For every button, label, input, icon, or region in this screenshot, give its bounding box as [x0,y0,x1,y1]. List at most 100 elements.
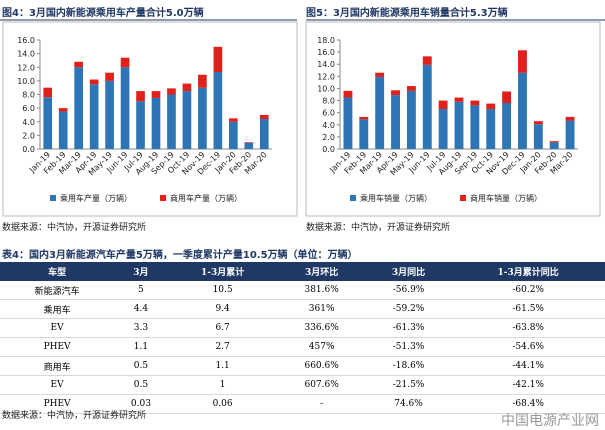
cell: 0.5 [114,375,168,395]
y-tick-label: 0.0 [322,145,335,154]
cell: 660.6% [277,356,366,376]
bar-segment [375,72,385,77]
bar-segment [120,57,130,68]
bar-segment [58,108,68,112]
y-tick-label: 8.0 [22,91,35,100]
bar-segment [259,119,269,149]
cell: -44.1% [451,356,605,376]
y-tick-label: 6.0 [322,109,335,118]
bar-segment [136,101,145,149]
bar-segment [549,141,559,143]
bar-segment [182,91,192,149]
panel [305,21,601,217]
cell: 361% [277,299,366,319]
bar-segment [89,79,99,85]
cell: -60.2% [451,281,605,300]
source: 数据来源：中汽协，开源证券研究所 [2,223,147,233]
watermark: 中国电源产业网 [501,413,599,429]
y-tick-label: 4.0 [322,121,335,130]
cell: -61.5% [451,299,605,319]
source: 数据来源：中汽协，开源证券研究所 [306,223,451,233]
bar-segment [533,121,543,125]
bar-segment [549,142,559,149]
bar-segment [486,109,496,149]
cell: -59.2% [365,299,452,319]
cell: 457% [277,337,366,357]
y-tick-label: 8.0 [322,97,335,106]
y-tick-label: 18.0 [317,36,335,45]
panel [2,21,298,217]
row: PHEV 0.03 0.06-74.6% -68.4% [0,394,605,414]
bar-segment [43,97,53,149]
bar-segment [391,90,400,96]
bar-segment [518,72,527,149]
row: 商用车 0.5 1.1 660.6% -18.6% -44.1% [0,356,605,376]
cell: -56.9% [365,281,452,300]
bar-segment [43,87,53,98]
charts: 0.02.04.06.08.010.012.014.016.0Jan-19Feb… [0,19,605,217]
y-tick-label: 10.0 [317,84,335,93]
bar-segment [136,91,145,102]
header-cell: 1-3月累计同比 [451,262,605,281]
legend-swatch [460,195,466,201]
bar-segment [213,46,223,73]
header-cell: 3月同比 [365,262,452,281]
cell: 新能源汽车 [0,281,115,300]
bar-segment [518,50,527,73]
bar-segment [74,67,83,149]
y-tick-label: 4.0 [22,118,35,127]
cell: -63.8% [451,318,605,338]
bar-segment [470,100,480,106]
bar-segment [343,97,353,149]
row: 新能源汽车 5 10.5 381.6% -56.9% -60.2% [0,281,605,300]
cell: 0.5 [114,356,168,376]
y-tick-label: 16.0 [317,48,335,57]
y-tick-label: 2.0 [22,131,35,140]
cell: 1 [167,375,278,395]
bar-segment [422,64,432,149]
cell: 6.7 [167,318,278,338]
cell: PHEV [0,394,115,414]
cell: -68.4% [451,394,605,414]
row: EV 0.5 1 607.6% -21.5% -42.1% [0,375,605,395]
chart-title: 图4：3月国内新能源乘用车产量合计5.0万辆 [2,8,204,19]
cell: 1.1 [114,337,168,357]
cell: -21.5% [365,375,452,395]
y-tick-label: 0.0 [22,145,35,154]
cell: 乘用车 [0,299,115,319]
bar-segment [244,142,254,149]
cell: PHEV [0,337,115,357]
y-tick-label: 10.0 [17,77,35,86]
row: EV 3.3 6.7 336.6% -61.3% -63.8% [0,318,605,338]
cell: EV [0,318,115,338]
chart-title: 图5：3月国内新能源乘用车销量合计5.3万辆 [306,8,508,19]
bar-segment [151,97,161,149]
bar-segment [105,80,114,149]
bar-segment [167,88,176,95]
y-tick-label: 12.0 [17,63,35,72]
table: 车型 3月 1-3月累计 3月环比 3月同比 1-3月累计同比 新能源汽车 5 10.5 381.… [0,262,605,414]
bar-segment [229,118,238,122]
bar-segment [89,84,99,149]
header-cell: 1-3月累计 [167,262,278,281]
cell: -42.1% [451,375,605,395]
bar-segment [151,91,161,98]
y-tick-label: 2.0 [322,133,335,142]
bar-segment [391,95,400,149]
bar-segment [406,90,416,149]
bar-segment [259,114,269,120]
bar-segment [167,94,176,149]
bar-segment [438,109,448,149]
header-cell: 3月环比 [277,262,366,281]
legend-label: 乘用车产量（万辆） [60,193,132,203]
bar-segment [565,116,575,121]
legend-label: 商用车销量（万辆） [470,193,542,203]
cell: -51.3% [365,337,452,357]
cell: 381.6% [277,281,366,300]
y-tick-label: 12.0 [317,72,335,81]
bar-segment [565,120,575,149]
cell: -61.3% [365,318,452,338]
cell: 0.03 [114,394,168,414]
legend-swatch [160,195,166,201]
